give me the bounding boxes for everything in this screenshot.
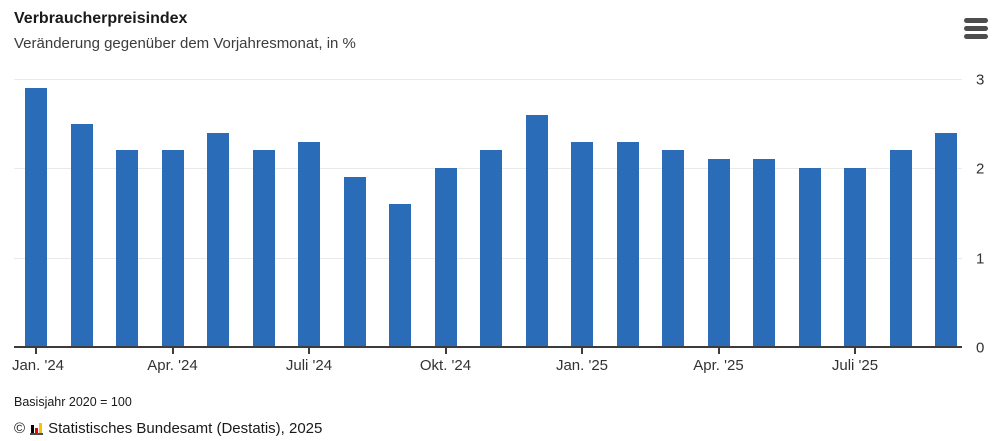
y-axis-label-3: 3 — [976, 71, 985, 89]
source-text: Statistisches Bundesamt (Destatis), 2025 — [48, 420, 323, 437]
bar-mai25[interactable] — [753, 159, 775, 347]
x-tick — [581, 348, 583, 354]
bar-sep25[interactable] — [935, 132, 957, 347]
bar-nov24[interactable] — [480, 150, 502, 347]
bar-juni24[interactable] — [252, 150, 275, 347]
bar-aug24[interactable] — [343, 177, 366, 347]
bar-juli24[interactable] — [298, 141, 320, 347]
bar-aug25[interactable] — [889, 150, 912, 347]
x-tick — [444, 348, 447, 354]
bar-jan24[interactable] — [25, 87, 47, 347]
bar-okt24[interactable] — [434, 168, 457, 347]
x-tick — [308, 348, 310, 354]
bar-feb24[interactable] — [70, 123, 93, 347]
y-axis-label-2: 2 — [976, 160, 985, 178]
x-axis-line — [14, 346, 962, 348]
hamburger-menu-icon[interactable] — [964, 17, 990, 40]
x-tick — [854, 348, 856, 354]
x-axis-label-4: Jan. '25 — [555, 357, 609, 374]
bar-dez24[interactable] — [525, 114, 548, 347]
x-tick — [717, 348, 720, 354]
bar-sep24[interactable] — [389, 204, 411, 347]
bar-apr25[interactable] — [707, 159, 730, 347]
y-axis-label-0: 0 — [976, 339, 985, 357]
bar-juli25[interactable] — [844, 168, 866, 347]
y-axis-label-1: 1 — [976, 250, 985, 268]
x-axis-label-6: Juli '25 — [831, 357, 879, 374]
base-year-note: Basisjahr 2020 = 100 — [14, 395, 132, 409]
bar-juni25[interactable] — [798, 168, 821, 347]
source-line: © Statistisches Bundesamt (Destatis), 20… — [14, 420, 322, 437]
bar-apr24[interactable] — [161, 150, 184, 347]
destatis-barchart-icon — [30, 423, 44, 435]
bar-mai24[interactable] — [207, 132, 229, 347]
bar-feb25[interactable] — [616, 141, 639, 347]
x-axis-label-3: Okt. '24 — [419, 357, 472, 374]
chart-subtitle: Veränderung gegenüber dem Vorjahresmonat… — [14, 35, 356, 52]
x-tick — [35, 348, 37, 354]
bar-jan25[interactable] — [571, 141, 593, 347]
bar-mär24[interactable] — [116, 150, 138, 347]
x-axis-label-0: Jan. '24 — [11, 357, 65, 374]
x-axis-label-5: Apr. '25 — [693, 357, 744, 374]
copyright-symbol: © — [14, 420, 26, 437]
bar-mär25[interactable] — [662, 150, 684, 347]
x-axis-label-1: Apr. '24 — [147, 357, 198, 374]
x-axis-label-2: Juli '24 — [285, 357, 333, 374]
gridline-y-3 — [14, 79, 962, 80]
chart-title: Verbraucherpreisindex — [14, 10, 188, 27]
x-tick — [171, 348, 174, 354]
